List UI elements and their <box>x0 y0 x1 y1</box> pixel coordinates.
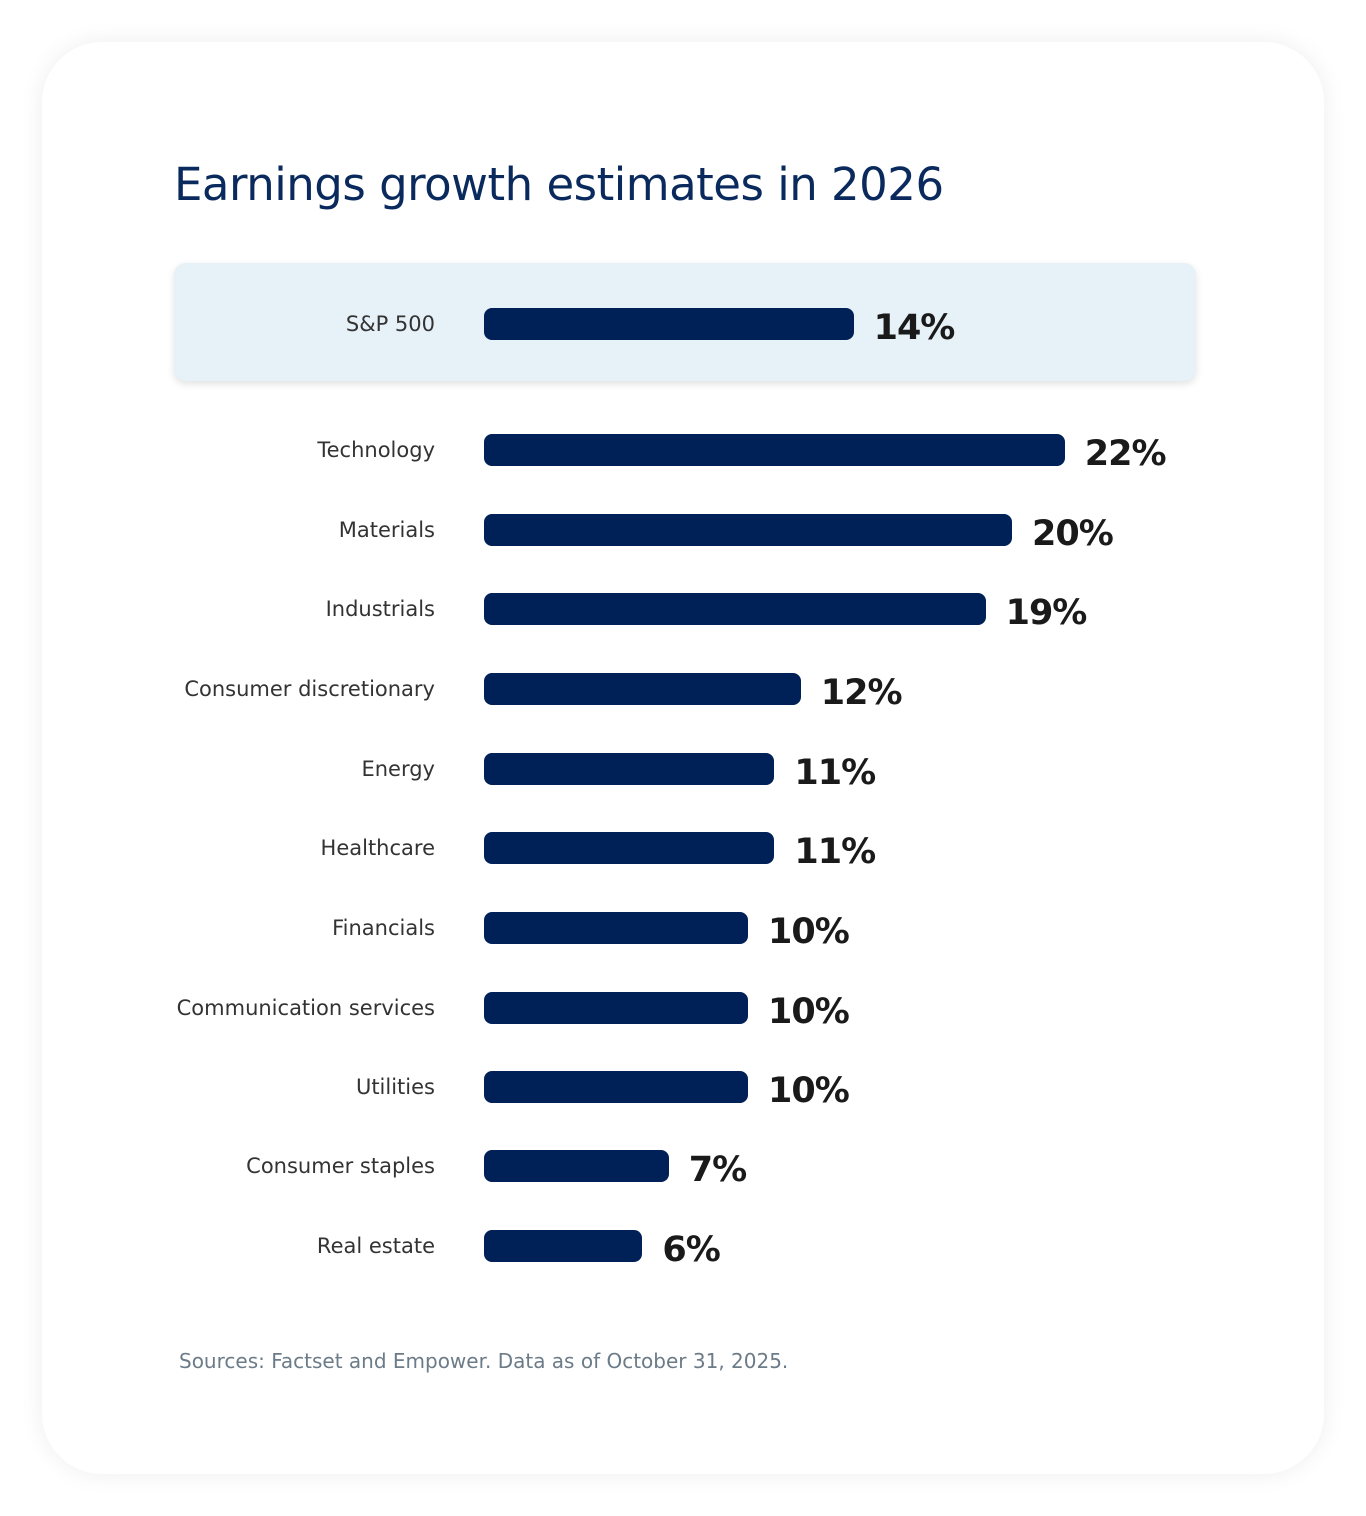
category-label: Materials <box>338 518 435 542</box>
value-label: 22% <box>1084 434 1167 474</box>
value-label: 12% <box>820 673 903 713</box>
bar <box>484 1150 669 1182</box>
value-label: 14% <box>873 308 956 348</box>
bar <box>484 832 775 864</box>
value-label: 19% <box>1005 593 1088 633</box>
source-note: Sources: Factset and Empower. Data as of… <box>179 1349 789 1373</box>
bar <box>484 1071 748 1103</box>
bar <box>484 434 1065 466</box>
category-label: Technology <box>317 438 435 462</box>
value-label: 11% <box>794 832 876 872</box>
value-label: 10% <box>768 1071 850 1111</box>
category-label: Consumer discretionary <box>184 677 435 701</box>
category-label: Financials <box>332 916 435 940</box>
value-label: 10% <box>768 992 850 1032</box>
value-label: 10% <box>768 912 850 952</box>
bar <box>484 514 1012 546</box>
bar <box>484 308 854 340</box>
bar <box>484 992 748 1024</box>
bar <box>484 912 748 944</box>
category-label: Communication services <box>176 996 435 1020</box>
category-label: Industrials <box>325 597 435 621</box>
category-label: Healthcare <box>320 836 435 860</box>
category-label: S&P 500 <box>345 312 435 336</box>
bar <box>484 593 986 625</box>
category-label: Real estate <box>316 1234 435 1258</box>
value-label: 11% <box>794 753 876 793</box>
value-label: 7% <box>688 1150 747 1190</box>
chart-title: Earnings growth estimates in 2026 <box>174 158 944 211</box>
bar <box>484 673 801 705</box>
bar <box>484 1230 643 1262</box>
category-label: Utilities <box>355 1075 435 1099</box>
category-label: Energy <box>361 757 435 781</box>
value-label: 20% <box>1032 514 1114 554</box>
value-label: 6% <box>662 1230 720 1270</box>
bar <box>484 753 775 785</box>
category-label: Consumer staples <box>246 1154 435 1178</box>
